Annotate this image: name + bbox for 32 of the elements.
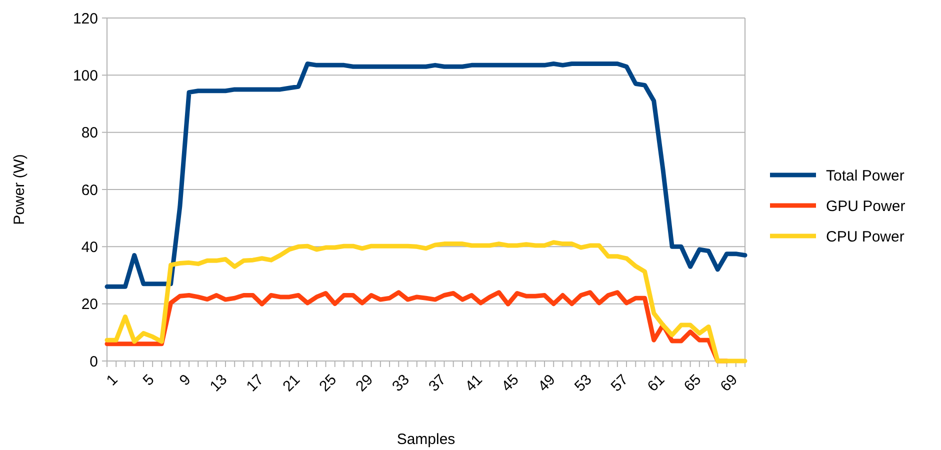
legend-label: Total Power: [826, 167, 904, 184]
x-tick-label: 9: [176, 371, 194, 390]
y-tick-label: 100: [72, 67, 98, 84]
x-tick-label: 13: [206, 371, 231, 396]
x-tick-label: 65: [680, 371, 705, 396]
x-tick-label: 1: [103, 371, 122, 390]
x-axis-title: Samples: [396, 431, 456, 448]
line-series: [104, 61, 748, 289]
y-tick-label: 20: [81, 296, 98, 314]
x-tick-label: 49: [534, 371, 559, 396]
x-tick-label: 25: [316, 371, 340, 396]
y-tick-label: 40: [81, 238, 98, 256]
y-tick-label: 0: [90, 353, 98, 370]
x-tick-label: 69: [717, 371, 742, 396]
x-tick-label: 45: [498, 371, 522, 396]
x-tick-label: 37: [426, 371, 450, 396]
y-axis-title: Power (W): [11, 154, 28, 225]
x-tick-label: 5: [140, 371, 158, 390]
x-tick-label: 61: [644, 371, 668, 396]
y-tick-label: 120: [72, 10, 98, 28]
x-tick-label: 21: [280, 371, 304, 396]
x-tick-label: 17: [243, 371, 268, 396]
legend-label: GPU Power: [826, 198, 906, 215]
x-tick-label: 53: [571, 371, 596, 396]
y-tick-label: 60: [81, 182, 98, 199]
legend-label: CPU Power: [826, 228, 904, 246]
y-tick-label: 80: [81, 124, 98, 142]
x-tick-label: 57: [608, 371, 632, 396]
x-tick-label: 41: [462, 371, 486, 396]
x-tick-label: 29: [352, 371, 376, 396]
x-tick-label: 33: [389, 371, 413, 396]
line-series: [104, 240, 748, 364]
